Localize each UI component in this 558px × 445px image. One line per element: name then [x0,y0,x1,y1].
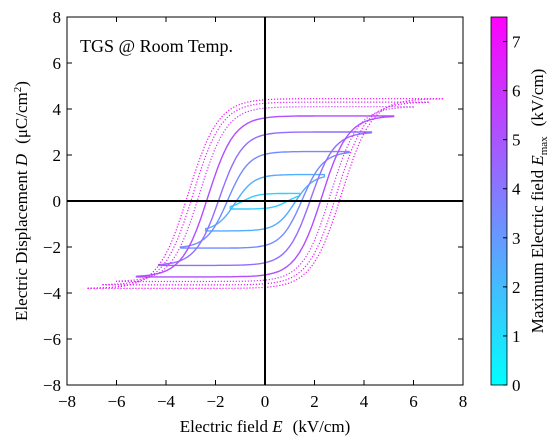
plot-axes: −8 −6 −4 −2 0 2 4 6 8 −8 −6 −4 −2 0 2 4 6 8 [43,8,467,411]
x-tick-label: 6 [409,392,418,411]
y-tick-label: 6 [53,54,62,73]
hysteresis-loop [135,115,395,278]
colorbar-label-symbol: E [528,155,547,167]
colorbar [490,16,508,386]
x-tick-label: −8 [58,392,76,411]
colorbar-tick-label: 0 [512,376,521,395]
x-tick-label: 8 [459,392,468,411]
y-tick-label: −6 [43,330,61,349]
y-axis-label-text: Electric Displacement [12,166,31,321]
hysteresis-loop [115,106,415,283]
x-tick-label: −6 [107,392,125,411]
colorbar-label: Maximum Electric field Emax (kV/cm) [528,69,550,334]
y-tick-label: 0 [53,192,62,211]
x-tick-label: 4 [360,392,369,411]
y-tick-label: −2 [43,238,61,257]
y-axis-label-symbol: D [12,153,31,167]
colorbar-label-subscript: max [538,136,550,155]
x-tick-label: 0 [261,392,270,411]
sample-annotation: TGS @ Room Temp. [80,36,233,56]
y-tick-label: 4 [53,100,62,119]
y-tick-label: −4 [43,284,62,303]
hysteresis-loop [204,173,326,232]
hysteresis-loop [86,98,444,289]
colorbar-tick-label: 5 [512,131,521,150]
colorbar-tick-label: 3 [512,229,521,248]
y-tick-label: 2 [53,146,62,165]
y-tick-label: 8 [53,8,62,27]
y-axis-label: Electric Displacement D (μC/cm2) [12,81,31,321]
y-axis-label-superscript: 2 [12,87,24,93]
colorbar-tick-label: 7 [512,33,521,52]
colorbar-tick-label: 4 [512,180,521,199]
x-axis-label-symbol: E [271,417,283,436]
y-tick-label: −8 [43,376,61,395]
x-axis-label-unit: (kV/cm) [293,417,351,436]
hysteresis-loop [180,150,350,249]
colorbar-tick-label: 1 [512,327,521,346]
x-axis-label: Electric field E (kV/cm) [180,417,351,436]
colorbar-tick-label: 2 [512,278,521,297]
y-axis-label-unit: (μC/cm [12,92,31,144]
hysteresis-loop [157,131,373,267]
colorbar-ticks: 0 1 2 3 4 5 6 7 [503,33,521,395]
x-tick-label: −4 [157,392,176,411]
x-axis-label-text: Electric field [180,417,273,436]
x-tick-label: −2 [206,392,224,411]
colorbar-tick-label: 6 [512,82,521,101]
x-tick-label: 2 [310,392,319,411]
y-axis-label-close: ) [12,81,31,87]
hysteresis-loops [86,98,444,289]
colorbar-label-main: Maximum Electric field [528,166,547,334]
colorbar-label-unit: (kV/cm) [528,69,547,127]
